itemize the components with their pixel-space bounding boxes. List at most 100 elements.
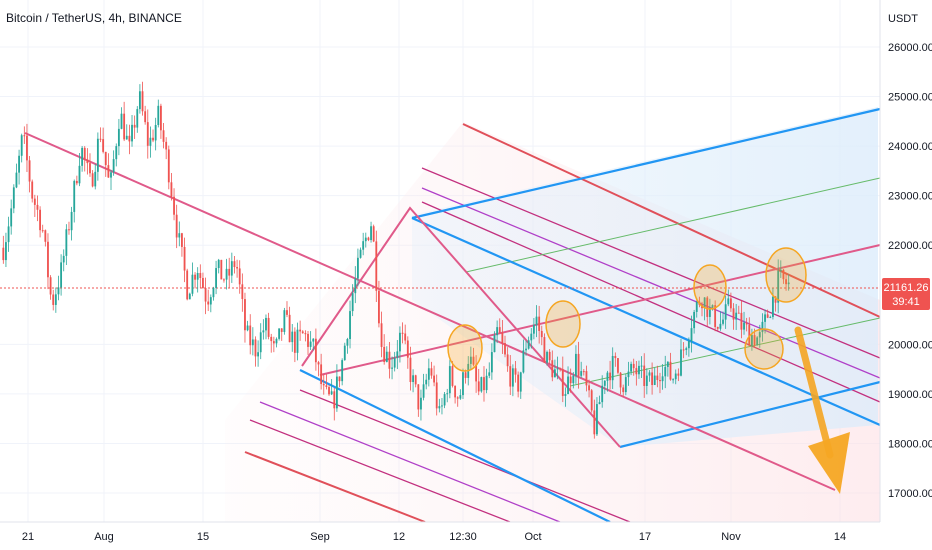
candle-body: [530, 333, 533, 341]
chart-title: Bitcoin / TetherUS, 4h, BINANCE: [6, 11, 182, 25]
candle-body: [349, 311, 351, 340]
candle-body: [553, 369, 556, 378]
candle-body: [614, 355, 617, 359]
candle-body: [228, 268, 231, 276]
candle-body: [341, 360, 344, 382]
candle-body: [417, 384, 420, 410]
candle-body: [433, 375, 436, 383]
candle-body: [454, 385, 457, 398]
candle-body: [669, 361, 672, 380]
candle-body: [262, 330, 265, 333]
candle-body: [149, 137, 152, 146]
y-tick-label: 19000.00: [888, 389, 932, 401]
candle-body: [380, 323, 383, 347]
candle-body: [196, 273, 199, 280]
candle-body: [514, 368, 517, 375]
candle-body: [772, 296, 774, 317]
y-tick-label: 23000.00: [888, 191, 932, 203]
candle-body: [33, 198, 36, 205]
x-tick-label: Oct: [524, 531, 541, 543]
candle-body: [567, 376, 569, 395]
x-tick-label: Sep: [310, 531, 330, 543]
candle-body: [146, 122, 149, 146]
x-tick-labels: 21 Aug 15 Sep 12 12:30 Oct 17 Nov 14: [22, 531, 846, 543]
candle-body: [456, 397, 459, 399]
candle-body: [343, 345, 346, 361]
candle-body: [215, 268, 217, 288]
candle-body: [732, 308, 735, 320]
y-tick-label: 22000.00: [888, 240, 932, 252]
candle-body: [183, 246, 186, 271]
candle-body: [107, 165, 110, 178]
candle-body: [609, 372, 611, 381]
price-axis[interactable]: [880, 0, 932, 550]
time-axis[interactable]: [0, 522, 880, 550]
candle-body: [672, 379, 675, 381]
orange-down-arrow: [794, 326, 850, 494]
candle-body: [249, 325, 252, 346]
x-tick-label: 12:30: [449, 531, 477, 543]
candle-body: [167, 149, 170, 183]
candle-body: [110, 172, 112, 178]
candle-body: [619, 372, 622, 388]
candle-body: [451, 366, 454, 386]
candle-body: [758, 332, 761, 338]
candle-body: [267, 317, 270, 337]
candle-body: [666, 361, 669, 367]
candle-body: [131, 124, 133, 142]
candle-body: [527, 340, 530, 349]
candle-body: [422, 384, 425, 398]
candle-body: [362, 241, 365, 250]
uptrend-line: [319, 244, 881, 376]
candle-body: [708, 307, 711, 317]
candle-body: [283, 310, 286, 332]
candle-body: [115, 146, 118, 160]
candle-body: [593, 410, 596, 435]
candle-body: [485, 375, 488, 391]
candle-body: [299, 329, 302, 332]
candle-body: [414, 375, 417, 385]
y-tick-label: 26000.00: [888, 42, 932, 54]
candle-body: [651, 372, 654, 385]
candle-body: [141, 91, 144, 112]
candle-body: [254, 339, 257, 357]
candle-body: [212, 287, 215, 298]
candle-body: [364, 237, 367, 242]
candle-body: [504, 343, 506, 355]
candle-body: [75, 180, 78, 184]
candle-body: [26, 135, 28, 161]
candle-body: [488, 372, 491, 376]
y-tick-labels: 26000.00 25000.00 24000.00 23000.00 22000.00…: [888, 42, 932, 500]
candle-body: [685, 348, 688, 350]
highlight-circle-2: [545, 300, 581, 348]
blue-channel: [299, 107, 881, 523]
candle-body: [643, 365, 646, 386]
candle-body: [320, 364, 323, 385]
candle-body: [656, 375, 659, 381]
candle-body: [632, 363, 635, 369]
candle-body: [693, 311, 696, 329]
fan-line-low-1: [299, 389, 631, 523]
fan-line-2: [421, 167, 881, 359]
candle-body: [448, 366, 451, 394]
candle-body: [412, 375, 414, 383]
pink-trend-lines: [24, 132, 881, 491]
candle-body: [756, 337, 759, 346]
candle-body: [764, 314, 766, 322]
green-median-lines: [465, 177, 881, 387]
candle-body: [627, 371, 630, 378]
candle-body: [181, 233, 183, 247]
candle-body: [293, 331, 296, 353]
candle-body: [716, 326, 719, 329]
candle-body: [296, 329, 299, 353]
candle-body: [630, 363, 633, 372]
candle-body: [519, 372, 522, 392]
candle-body: [157, 105, 160, 125]
candle-body: [338, 376, 341, 382]
candle-body: [638, 365, 640, 375]
candle-body: [546, 351, 548, 363]
fan-line-low-4: [244, 451, 426, 523]
candle-body: [588, 385, 590, 391]
candle-body: [617, 358, 619, 373]
